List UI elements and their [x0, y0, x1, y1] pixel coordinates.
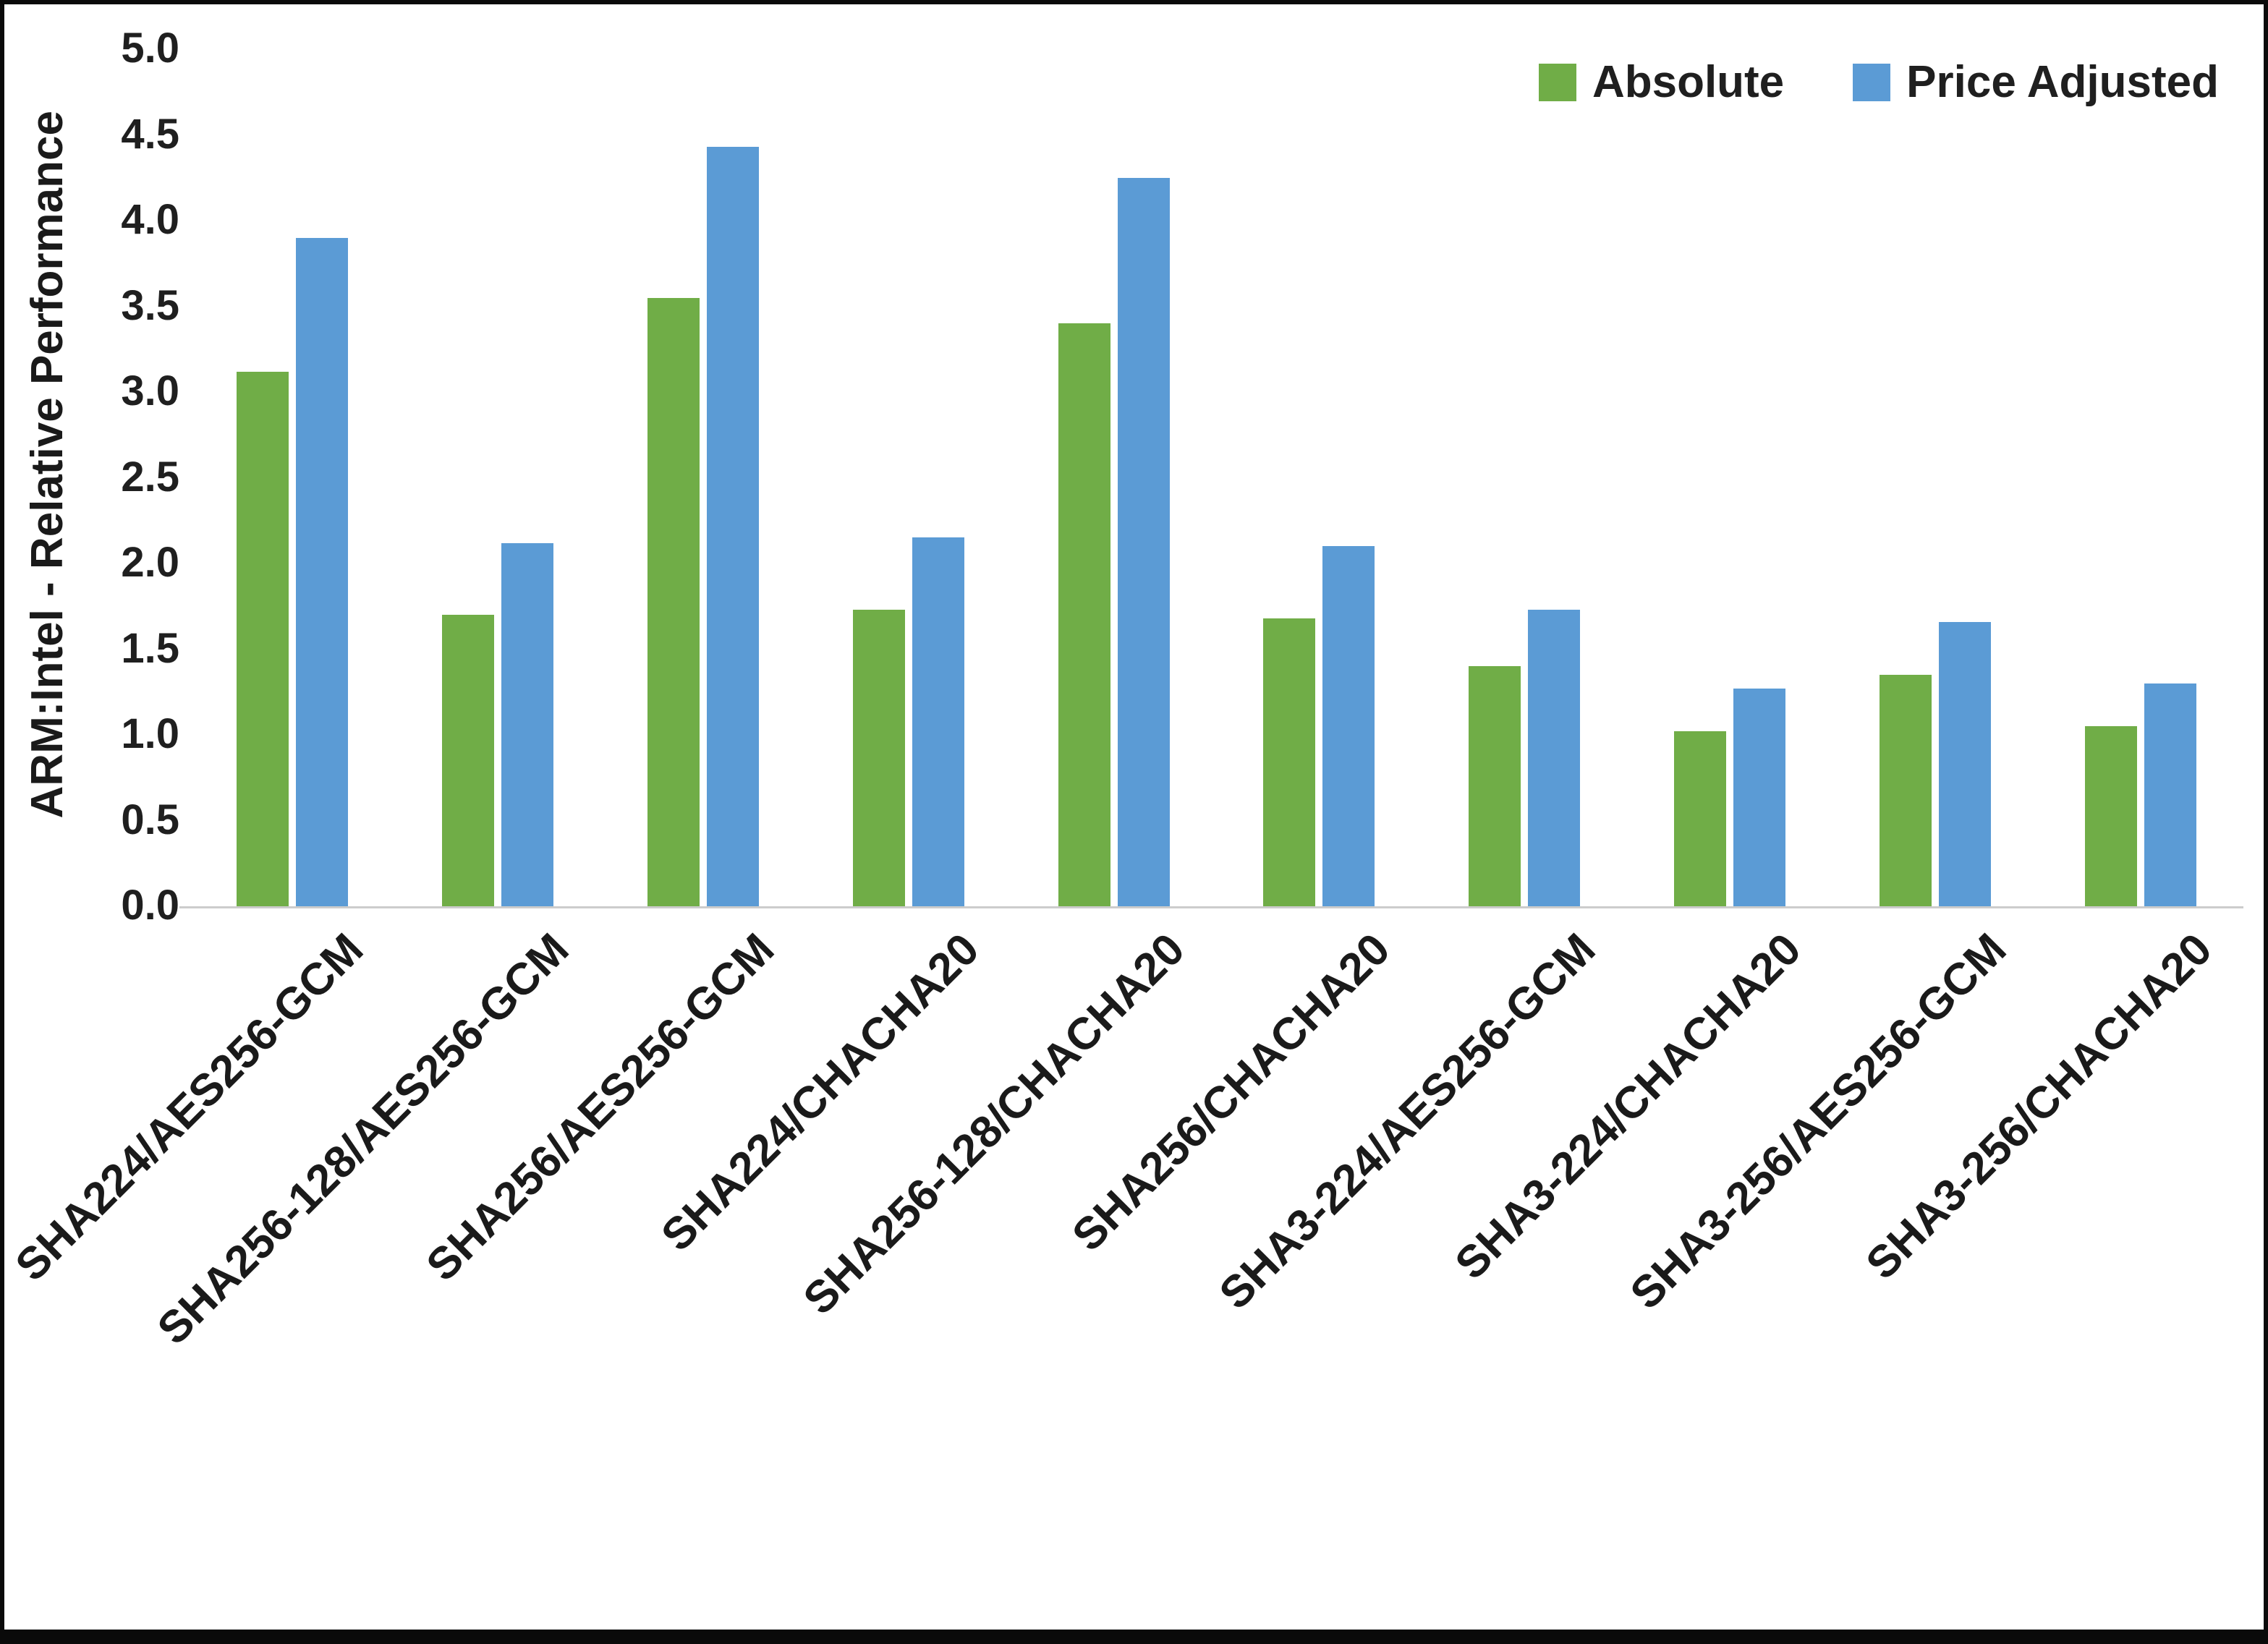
y-axis-tick-label: 1.0 — [121, 710, 179, 758]
y-axis-tick-label: 3.5 — [121, 281, 179, 329]
y-axis-tick-label: 4.0 — [121, 196, 179, 244]
x-axis-line — [179, 906, 2243, 908]
plot-area: Absolute Price Adjusted — [179, 49, 2243, 908]
y-axis-title: ARM:Intel - Relative Performance — [22, 111, 72, 819]
y-axis-tick-label: 5.0 — [121, 25, 179, 72]
bar-price-adjusted — [501, 542, 553, 906]
bar-absolute — [852, 610, 905, 906]
bar-price-adjusted — [912, 537, 964, 906]
bar-price-adjusted — [1528, 610, 1581, 906]
x-axis-category-cell: SHA3-256/CHACHA20 — [1856, 906, 2243, 1517]
legend-item-price-adjusted: Price Adjusted — [1853, 56, 2219, 108]
y-axis-title-area: ARM:Intel - Relative Performance — [4, 23, 90, 906]
y-axis-tick-label: 0.5 — [121, 796, 179, 843]
legend-item-absolute: Absolute — [1538, 56, 1785, 108]
bar-group — [2038, 49, 2243, 906]
bar-group — [1011, 49, 1217, 906]
bar-group — [806, 49, 1011, 906]
bar-price-adjusted — [706, 147, 759, 906]
bar-absolute — [1880, 675, 1932, 906]
y-axis-tick-label: 2.5 — [121, 453, 179, 501]
y-axis-tick-label: 0.0 — [121, 882, 179, 929]
bar-absolute — [1263, 618, 1316, 906]
bar-absolute — [647, 297, 700, 906]
bar-group — [1217, 49, 1422, 906]
bar-price-adjusted — [1117, 177, 1170, 906]
legend-label: Absolute — [1592, 57, 1785, 107]
bar-group — [395, 49, 600, 906]
y-axis-tick-label: 1.5 — [121, 624, 179, 672]
bar-absolute — [441, 615, 494, 906]
bar-price-adjusted — [1733, 689, 1786, 906]
bar-absolute — [2085, 726, 2138, 906]
y-axis: 0.0 0.5 1.0 1.5 2.0 2.5 3.0 3.5 4.0 4.5 5.0 — [90, 25, 190, 929]
x-axis-labels: SHA224/AES256-GCM SHA256-128/AES256-GCM SH… — [7, 906, 2243, 1517]
bar-absolute — [236, 371, 289, 906]
bar-group — [600, 49, 806, 906]
bar-price-adjusted — [1322, 546, 1375, 906]
bar-group — [190, 49, 395, 906]
bar-absolute — [1469, 666, 1521, 906]
bar-price-adjusted — [295, 237, 348, 906]
plot-groups — [190, 49, 2243, 906]
legend-label: Price Adjusted — [1906, 57, 2219, 107]
legend-swatch-icon — [1538, 63, 1576, 101]
bar-absolute — [1058, 323, 1110, 906]
y-axis-tick-label: 4.5 — [121, 110, 179, 158]
bar-price-adjusted — [1939, 621, 1992, 906]
legend: Absolute Price Adjusted — [1538, 56, 2219, 108]
bar-group — [1422, 49, 1627, 906]
figure: ARM:Intel - Relative Performance 0.0 0.5 1… — [4, 4, 2264, 1630]
chart-main: ARM:Intel - Relative Performance 0.0 0.5 1… — [4, 23, 2264, 929]
x-axis: SHA224/AES256-GCM SHA256-128/AES256-GCM SH… — [4, 906, 2264, 1517]
y-axis-tick-label: 2.0 — [121, 539, 179, 587]
y-axis-tick-label: 3.0 — [121, 367, 179, 415]
bar-group — [1627, 49, 1832, 906]
legend-swatch-icon — [1853, 63, 1891, 101]
bar-absolute — [1674, 731, 1727, 906]
bar-price-adjusted — [2144, 683, 2197, 906]
bar-group — [1832, 49, 2038, 906]
